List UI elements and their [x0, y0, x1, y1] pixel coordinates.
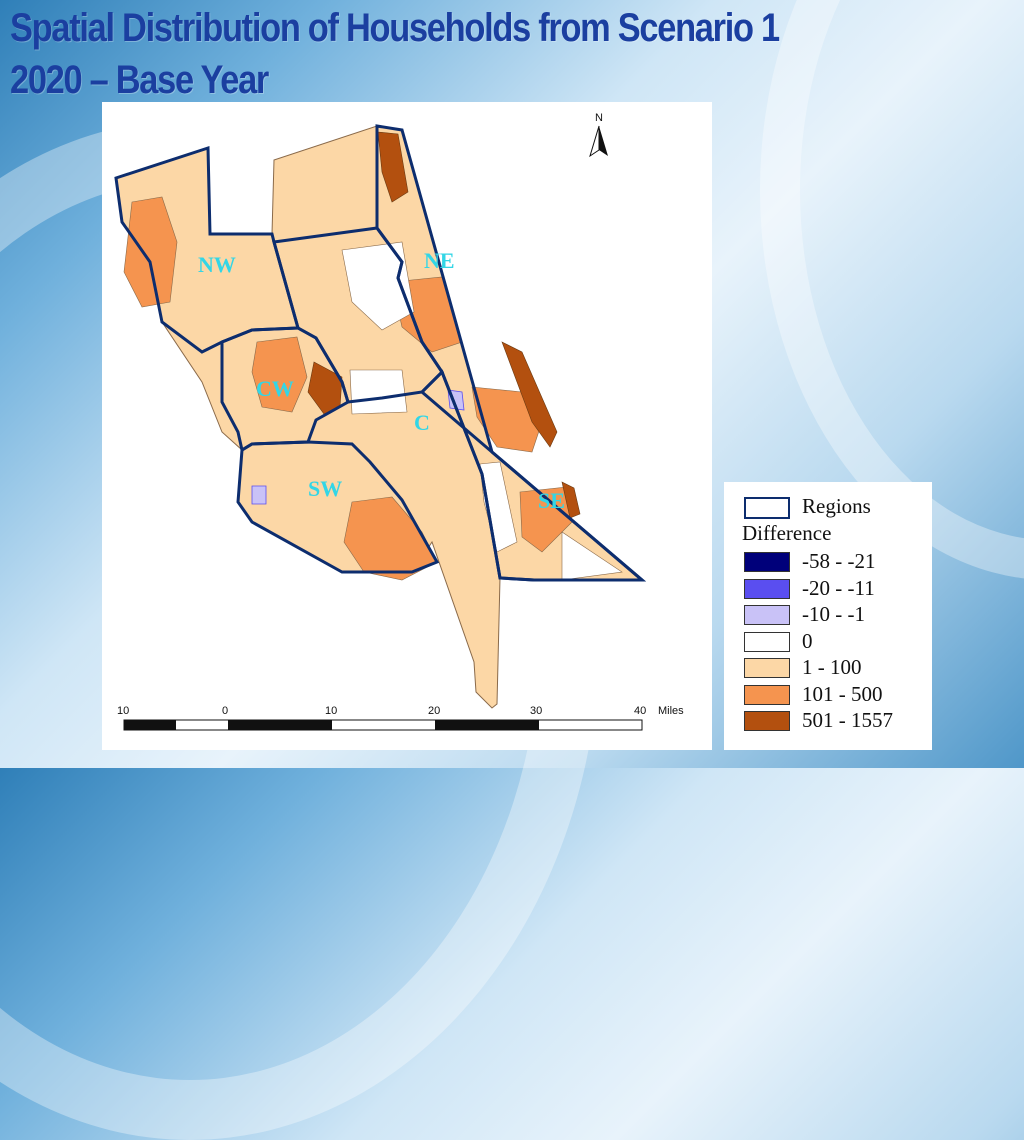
scale-tick-label: 40: [634, 705, 646, 717]
map-zero-area: [341, 241, 415, 331]
region-boundaries: [114, 124, 647, 582]
map-patch-high-se: [561, 481, 581, 519]
scale-tick-label: 10: [325, 705, 337, 717]
north-arrow-icon: N: [589, 112, 608, 158]
region-label-nw: NW: [198, 252, 236, 277]
map-patch-nw: [123, 196, 178, 308]
scale-tick-label: 10: [117, 705, 129, 717]
map-patch-high-coast: [501, 341, 558, 448]
legend-difference-heading: Difference: [742, 521, 832, 545]
region-label-cw: CW: [256, 376, 294, 401]
legend-swatch: [744, 685, 790, 705]
map-panel: NW NE CW C SW SE N 10 0 10 20 30 40 Mile…: [102, 102, 712, 750]
legend-class-label: -20 - -11: [802, 576, 875, 600]
household-map: NW NE CW C SW SE N 10 0 10 20 30 40 Mile…: [114, 112, 684, 731]
map-patch-sw: [343, 496, 438, 581]
map-patch-high-ne: [377, 131, 409, 203]
map-patch-se: [519, 486, 573, 553]
scale-tick-label: 20: [428, 705, 440, 717]
map-negative-area: [251, 485, 267, 505]
map-zero-area: [349, 369, 408, 415]
scale-tick-label: 0: [222, 705, 228, 717]
scale-unit-label: Miles: [658, 705, 684, 717]
legend-swatch: [744, 658, 790, 678]
scale-bar: 10 0 10 20 30 40 Miles: [117, 705, 684, 731]
legend-class-label: 1 - 100: [802, 655, 862, 679]
legend-swatch: [744, 552, 790, 572]
map-zero-area: [561, 531, 623, 581]
legend-regions-swatch: [744, 497, 790, 519]
legend-class-label: -58 - -21: [802, 549, 876, 573]
legend-class-label: 501 - 1557: [802, 708, 893, 732]
region-label-sw: SW: [308, 476, 342, 501]
scale-tick-label: 30: [530, 705, 542, 717]
north-label: N: [595, 112, 603, 124]
legend-class-label: 101 - 500: [802, 682, 883, 706]
region-label-se: SE: [538, 488, 565, 513]
county-outline: [115, 125, 644, 709]
legend-class-label: 0: [802, 629, 813, 653]
page-title: Spatial Distribution of Households from …: [10, 2, 780, 106]
region-label-ne: NE: [424, 248, 455, 273]
legend-regions-label: Regions: [802, 494, 871, 518]
map-legend: Regions Difference -58 - -21 -20 - -11 -…: [724, 482, 932, 750]
legend-class-label: -10 - -1: [802, 602, 865, 626]
legend-swatch: [744, 579, 790, 599]
map-zero-area: [479, 461, 518, 553]
title-line-2: 2020 – Base Year: [10, 58, 269, 102]
map-patch-cw: [251, 336, 308, 413]
legend-swatch: [744, 711, 790, 731]
title-line-1: Spatial Distribution of Households from …: [10, 6, 780, 50]
region-label-c: C: [414, 410, 430, 435]
legend-swatch: [744, 605, 790, 625]
legend-swatch: [744, 632, 790, 652]
